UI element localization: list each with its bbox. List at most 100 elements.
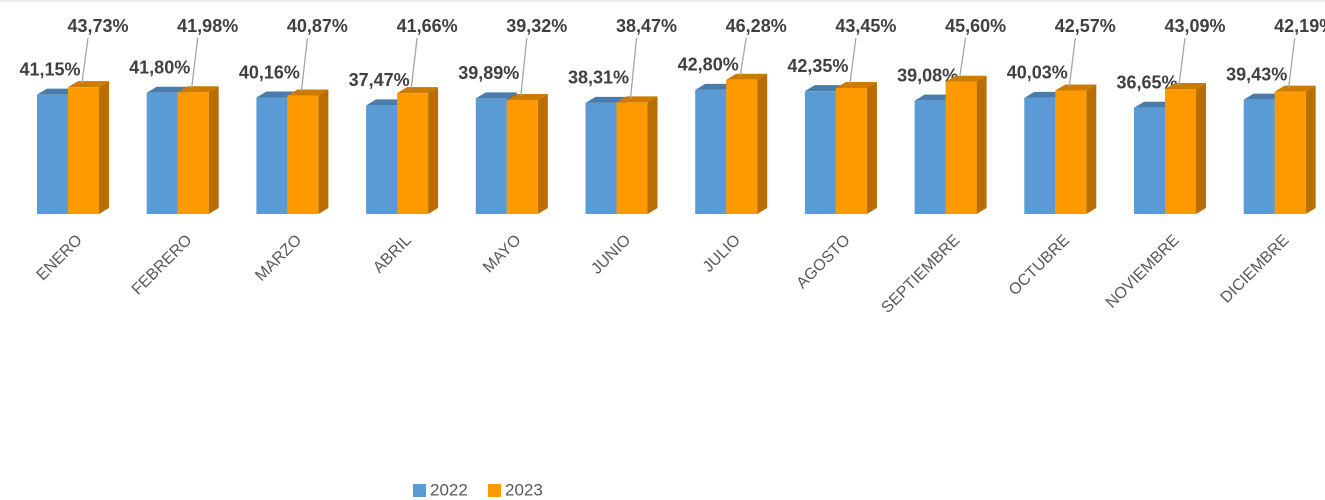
bar-top [945,75,987,82]
bar [835,87,867,214]
data-label: 40,03% [1007,63,1068,83]
bar [1055,90,1087,214]
bar [945,81,977,214]
data-label: 43,09% [1164,16,1225,36]
x-tick-label: NOVIEMBRE [1103,232,1183,312]
bar [68,87,99,214]
bar-side [757,73,768,215]
bar-top [726,73,768,80]
data-label: 38,47% [616,16,677,36]
leader-line [1288,37,1296,88]
bar [177,92,209,214]
bar-top [68,81,109,88]
data-label: 40,87% [287,16,348,36]
bar-top [695,83,737,90]
bar-side [1196,83,1206,214]
legend-label: 2023 [505,480,543,499]
data-label: 42,80% [678,55,739,75]
bar [287,95,319,214]
bar-top [1274,85,1316,92]
bar [616,102,648,214]
data-label: 41,66% [397,16,458,36]
leader-line [410,37,418,90]
bar [1274,91,1306,214]
data-label: 45,60% [945,16,1006,36]
bar-top [506,93,548,100]
bar-top [177,86,219,93]
bar-side [208,86,219,214]
bar [804,91,836,214]
leader-line [739,37,747,76]
bar-side [976,75,987,214]
x-tick-label: JULIO [700,232,744,276]
leader-line [1068,37,1076,87]
bar-top [585,96,627,103]
bar-side [1086,84,1097,214]
data-label: 43,73% [67,16,128,36]
bar-top [1055,84,1097,91]
data-label: 37,47% [349,70,410,90]
leader-line [629,37,638,99]
x-tick-label: DICIEMBRE [1218,232,1293,307]
leader-line [300,37,309,92]
bar-top [616,96,658,103]
data-label: 43,45% [835,16,896,36]
bar [1024,97,1056,214]
bar-top [914,94,956,101]
legend-label: 2022 [430,480,468,499]
bar-top [804,85,846,92]
bar-side [866,81,877,215]
data-label: 41,80% [129,58,190,78]
bar-top [1243,93,1285,100]
bar-side [99,81,109,214]
bar-side [537,93,548,214]
bar-top [366,99,408,106]
bar-side [318,89,329,214]
bar-top [256,91,298,98]
x-tick-label: JUNIO [588,232,634,278]
x-tick-label: SEPTIEMBRE [878,232,963,317]
bar-top [1165,83,1206,90]
bar-top [1024,91,1066,98]
data-label: 46,28% [726,16,787,36]
data-label: 42,57% [1055,16,1116,36]
data-label: 39,08% [897,65,958,85]
leader-line [958,37,967,78]
x-tick-label: ABRIL [370,232,415,277]
bar [37,94,68,214]
data-label: 39,32% [506,16,567,36]
x-tick-label: FEBRERO [129,232,196,299]
bar [1165,89,1196,214]
x-tick-label: MARZO [252,232,305,285]
bar [1134,107,1165,214]
legend-swatch [413,484,426,497]
bar [146,92,178,214]
bar-side [428,87,439,214]
bar [914,100,946,214]
bar [475,98,507,214]
data-label: 42,35% [787,56,848,76]
bar [726,79,758,215]
bar-top [37,88,78,95]
data-label: 42,19% [1274,16,1325,36]
x-tick-label: MAYO [480,232,525,277]
bar [1243,99,1275,214]
data-label: 36,65% [1116,72,1177,92]
leader-line [849,37,857,85]
bar-top [835,81,877,88]
data-label: 40,16% [239,62,300,82]
bar [397,93,429,214]
leader-line [191,37,199,89]
bar-top [475,92,517,99]
bar-top [146,86,188,93]
x-tick-label: ENERO [34,232,86,284]
bar-side [647,96,658,214]
data-label: 41,15% [19,59,80,79]
bar [695,89,727,214]
bar-top [1134,101,1175,108]
x-tick-label: OCTUBRE [1006,232,1073,299]
bar [256,97,288,214]
bar [506,99,538,214]
leader-line [520,37,528,97]
